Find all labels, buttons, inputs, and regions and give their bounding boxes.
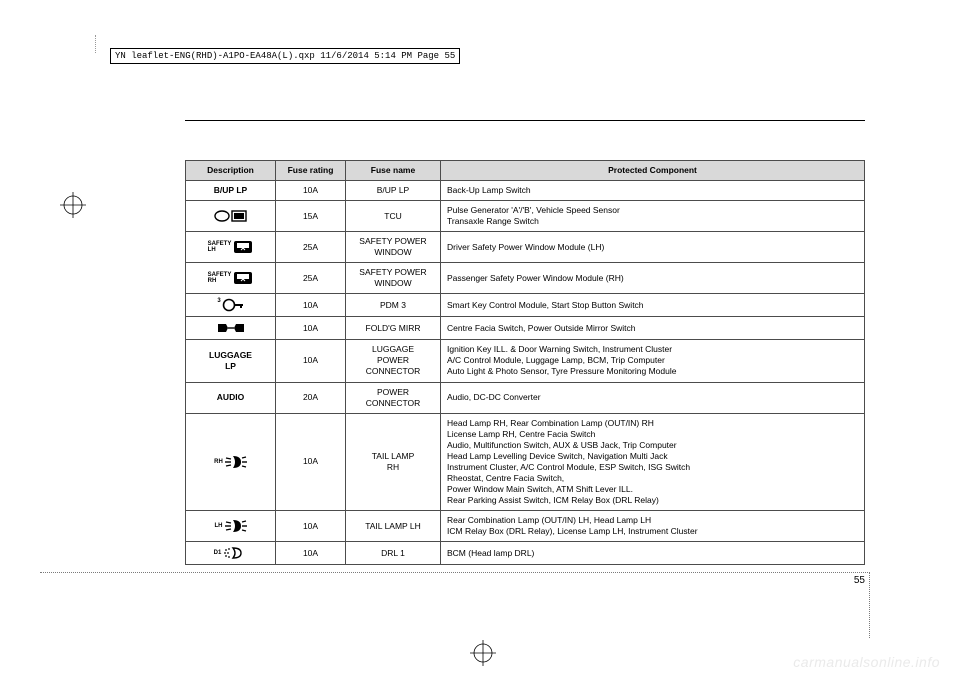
protected-component-cell: Head Lamp RH, Rear Combination Lamp (OUT…: [441, 413, 865, 510]
description-cell: LUGGAGELP: [186, 340, 276, 382]
table-header-row: Description Fuse rating Fuse name Protec…: [186, 161, 865, 181]
description-cell: RH: [186, 413, 276, 510]
table-row: LUGGAGELP 10ALUGGAGEPOWERCONNECTORIgnitio…: [186, 340, 865, 382]
description-cell: SAFETYRH: [186, 263, 276, 294]
protected-component-cell: Passenger Safety Power Window Module (RH…: [441, 263, 865, 294]
col-fuse-rating: Fuse rating: [276, 161, 346, 181]
description-label: SAFETYLH: [208, 241, 232, 253]
protected-component-cell: Driver Safety Power Window Module (LH): [441, 232, 865, 263]
fuse-rating-cell: 10A: [276, 181, 346, 201]
lamp-icon: [225, 520, 247, 530]
fuse-name-cell: DRL 1: [346, 542, 441, 565]
table-row: 10AFOLD'G MIRRCentre Facia Switch, Power…: [186, 317, 865, 340]
lamp-icon: [225, 456, 247, 466]
table-row: 3 10APDM 3Smart Key Control Module, Start…: [186, 294, 865, 317]
description-cell: AUDIO: [186, 382, 276, 413]
protected-component-cell: Ignition Key ILL. & Door Warning Switch,…: [441, 340, 865, 382]
col-description: Description: [186, 161, 276, 181]
table-row: AUDIO 20APOWERCONNECTORAudio, DC-DC Conve…: [186, 382, 865, 413]
description-sup: 3: [217, 298, 220, 304]
fuse-rating-cell: 25A: [276, 263, 346, 294]
description-cell: 3: [186, 294, 276, 317]
crop-mark: [95, 35, 96, 53]
window-icon: [233, 241, 253, 251]
mirror-icon: [216, 323, 246, 333]
description-cell: B/UP LP: [186, 181, 276, 201]
fuse-name-cell: PDM 3: [346, 294, 441, 317]
protected-component-cell: BCM (Head lamp DRL): [441, 542, 865, 565]
table-row: B/UP LP10AB/UP LPBack-Up Lamp Switch: [186, 181, 865, 201]
watermark: carmanualsonline.info: [793, 654, 940, 670]
fuse-rating-cell: 10A: [276, 542, 346, 565]
protected-component-cell: Back-Up Lamp Switch: [441, 181, 865, 201]
window-icon: [233, 273, 253, 283]
description-cell: [186, 317, 276, 340]
table-row: RH 10ATAIL LAMPRHHead Lamp RH, Rear Combi…: [186, 413, 865, 510]
fuse-rating-cell: 10A: [276, 510, 346, 541]
protected-component-cell: Centre Facia Switch, Power Outside Mirro…: [441, 317, 865, 340]
fuse-rating-cell: 10A: [276, 317, 346, 340]
protected-component-cell: Pulse Generator 'A'/'B', Vehicle Speed S…: [441, 201, 865, 232]
dotted-line-vertical: [869, 572, 870, 638]
tcu-icon: [214, 210, 248, 220]
file-header-info: YN leaflet-ENG(RHD)-A1PO-EA48A(L).qxp 11…: [110, 48, 460, 64]
key-icon: [222, 300, 244, 310]
page-number: 55: [854, 575, 865, 586]
fuse-table: Description Fuse rating Fuse name Protec…: [185, 160, 865, 565]
fuse-rating-cell: 20A: [276, 382, 346, 413]
fuse-name-cell: TAIL LAMP LH: [346, 510, 441, 541]
fuse-rating-cell: 25A: [276, 232, 346, 263]
fuse-name-cell: FOLD'G MIRR: [346, 317, 441, 340]
table-row: SAFETYLH 25ASAFETY POWERWINDOWDriver Safe…: [186, 232, 865, 263]
fuse-rating-cell: 15A: [276, 201, 346, 232]
description-text: LUGGAGELP: [209, 350, 252, 371]
description-cell: LH: [186, 510, 276, 541]
table-row: SAFETYRH 25ASAFETY POWERWINDOWPassenger S…: [186, 263, 865, 294]
registration-mark-bottom: [470, 640, 496, 666]
fuse-rating-cell: 10A: [276, 340, 346, 382]
description-text: B/UP LP: [214, 185, 247, 195]
fuse-name-cell: SAFETY POWERWINDOW: [346, 232, 441, 263]
col-fuse-name: Fuse name: [346, 161, 441, 181]
description-label: SAFETYRH: [208, 272, 232, 284]
fuse-name-cell: LUGGAGEPOWERCONNECTOR: [346, 340, 441, 382]
fuse-name-cell: TCU: [346, 201, 441, 232]
description-cell: D1: [186, 542, 276, 565]
fuse-table-container: Description Fuse rating Fuse name Protec…: [185, 160, 865, 565]
description-text: AUDIO: [217, 392, 244, 402]
description-label: D1: [214, 550, 222, 556]
fuse-rating-cell: 10A: [276, 294, 346, 317]
fuse-rating-cell: 10A: [276, 413, 346, 510]
description-label: LH: [215, 523, 223, 529]
protected-component-cell: Smart Key Control Module, Start Stop But…: [441, 294, 865, 317]
table-row: 15ATCUPulse Generator 'A'/'B', Vehicle S…: [186, 201, 865, 232]
fuse-name-cell: TAIL LAMPRH: [346, 413, 441, 510]
fuse-name-cell: SAFETY POWERWINDOW: [346, 263, 441, 294]
fuse-name-cell: POWERCONNECTOR: [346, 382, 441, 413]
dotted-line-horizontal: [40, 572, 870, 573]
drl-icon: [223, 547, 247, 557]
page: YN leaflet-ENG(RHD)-A1PO-EA48A(L).qxp 11…: [0, 0, 960, 678]
protected-component-cell: Rear Combination Lamp (OUT/IN) LH, Head …: [441, 510, 865, 541]
top-divider: [185, 120, 865, 121]
fuse-table-body: B/UP LP10AB/UP LPBack-Up Lamp Switch15AT…: [186, 181, 865, 565]
table-row: LH 10ATAIL LAMP LHRear Combination Lamp (…: [186, 510, 865, 541]
description-label: RH: [214, 459, 223, 465]
table-row: D1 10ADRL 1BCM (Head lamp DRL): [186, 542, 865, 565]
fuse-name-cell: B/UP LP: [346, 181, 441, 201]
protected-component-cell: Audio, DC-DC Converter: [441, 382, 865, 413]
registration-mark-left: [60, 192, 86, 218]
col-protected-component: Protected Component: [441, 161, 865, 181]
description-cell: SAFETYLH: [186, 232, 276, 263]
description-cell: [186, 201, 276, 232]
